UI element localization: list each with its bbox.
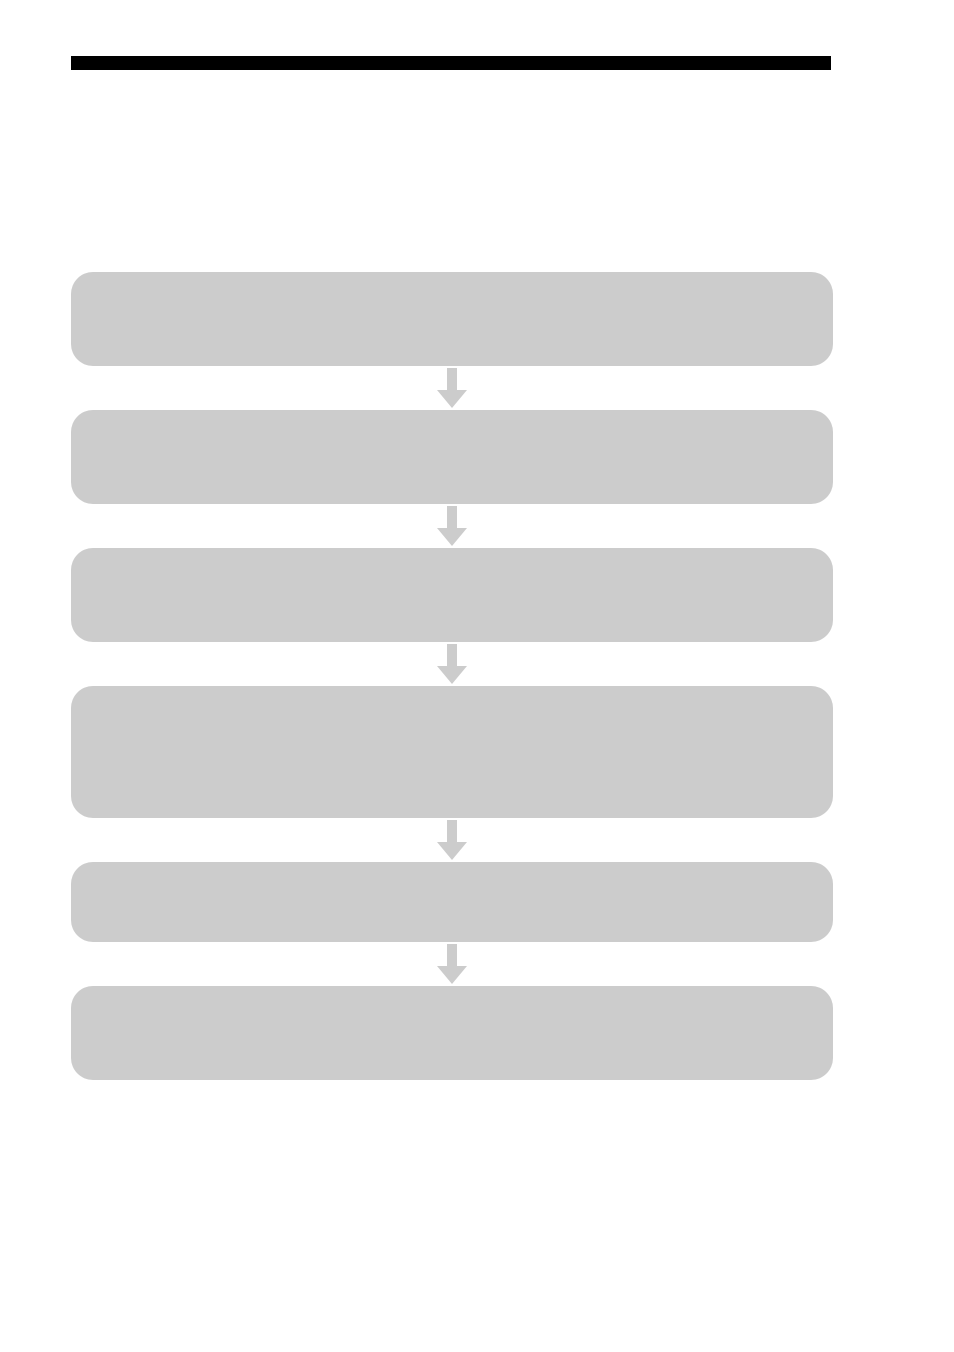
- flow-node: [71, 410, 833, 504]
- header-bar: [71, 56, 831, 70]
- arrow-down-icon: [437, 642, 467, 686]
- flow-node: [71, 548, 833, 642]
- page: [0, 0, 954, 1352]
- flow-node: [71, 272, 833, 366]
- arrow-down-icon: [437, 504, 467, 548]
- arrow-down-icon: [437, 942, 467, 986]
- flow-node: [71, 862, 833, 942]
- flow-node: [71, 986, 833, 1080]
- arrow-down-icon: [437, 818, 467, 862]
- flow-node: [71, 686, 833, 818]
- flowchart: [71, 272, 833, 1080]
- arrow-down-icon: [437, 366, 467, 410]
